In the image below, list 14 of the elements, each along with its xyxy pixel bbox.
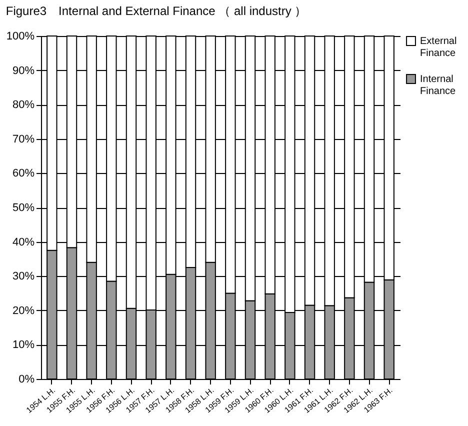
y-tick-label: 60%: [12, 168, 35, 180]
y-tick-label: 20%: [12, 304, 35, 317]
y-tick-label: 30%: [12, 270, 35, 283]
y-tick-label: 10%: [12, 339, 35, 352]
legend-label: External Finance: [420, 36, 457, 59]
chart-title: Figure3 Internal and External Finance （ all industry ）: [6, 4, 307, 18]
y-tick-label: 40%: [12, 236, 35, 248]
y-tick-label: 100%: [6, 30, 35, 42]
y-tick-label: 70%: [12, 133, 35, 146]
y-tick-label: 80%: [12, 99, 35, 112]
y-tick-label: 0%: [18, 374, 35, 386]
y-tick-label: 50%: [12, 202, 35, 214]
y-tick-label: 90%: [12, 64, 35, 77]
legend-label: Internal Finance: [420, 74, 456, 97]
